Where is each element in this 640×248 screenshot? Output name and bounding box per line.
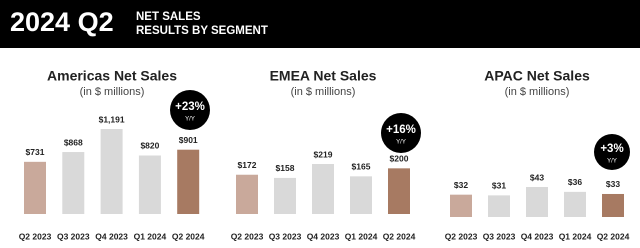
- bar: [100, 129, 123, 214]
- badge-sub: Y/Y: [396, 140, 406, 146]
- header-line: NET SALES: [136, 11, 201, 23]
- value-label: $820: [140, 141, 159, 151]
- value-label: $31: [492, 181, 506, 191]
- value-label: $200: [390, 154, 409, 164]
- chart-title: EMEA Net Sales: [270, 68, 377, 84]
- x-tick-label: Q1 2024: [134, 231, 167, 241]
- value-label: $901: [179, 135, 198, 145]
- bar: [274, 177, 296, 214]
- chart-title: Americas Net Sales: [47, 68, 177, 84]
- chart-title: APAC Net Sales: [484, 68, 590, 84]
- badge: [170, 90, 210, 130]
- bar: [388, 168, 410, 214]
- header-band: [0, 0, 640, 48]
- badge-text: +3%: [600, 143, 623, 155]
- badge-sub: Y/Y: [185, 117, 195, 123]
- x-tick-label: Q3 2023: [483, 231, 516, 241]
- value-label: $158: [276, 163, 295, 173]
- bar: [564, 191, 586, 217]
- header-line: RESULTS BY SEGMENT: [136, 25, 268, 37]
- x-tick-label: Q4 2023: [521, 231, 554, 241]
- bar: [177, 149, 200, 214]
- badge-text: +16%: [386, 124, 416, 136]
- bar: [138, 155, 161, 214]
- x-tick-label: Q2 2023: [445, 231, 478, 241]
- chart-subtitle: (in $ millions): [291, 86, 356, 98]
- bar: [312, 164, 334, 214]
- value-label: $33: [606, 179, 620, 189]
- badge: [594, 134, 630, 170]
- value-label: $36: [568, 177, 582, 187]
- value-label: $43: [530, 172, 544, 182]
- value-label: $219: [314, 149, 333, 159]
- x-tick-label: Q4 2023: [307, 231, 340, 241]
- x-tick-label: Q3 2023: [269, 231, 302, 241]
- bar: [236, 174, 258, 214]
- x-tick-label: Q1 2024: [345, 231, 378, 241]
- chart-subtitle: (in $ millions): [505, 86, 570, 98]
- badge-sub: Y/Y: [607, 159, 617, 165]
- x-tick-label: Q2 2023: [19, 231, 52, 241]
- x-tick-label: Q2 2023: [231, 231, 264, 241]
- badge-text: +23%: [175, 101, 205, 113]
- bar: [62, 152, 85, 214]
- value-label: $868: [64, 137, 83, 147]
- value-label: $172: [238, 160, 257, 170]
- value-label: $1,191: [99, 114, 125, 124]
- bar: [526, 187, 548, 217]
- x-tick-label: Q2 2024: [383, 231, 416, 241]
- value-label: $165: [352, 162, 371, 172]
- badge: [381, 113, 421, 153]
- bar: [450, 194, 472, 217]
- bar: [24, 161, 46, 214]
- bar: [488, 195, 510, 217]
- header-title: 2024 Q2: [10, 7, 114, 37]
- x-tick-label: Q2 2024: [597, 231, 630, 241]
- value-label: $32: [454, 180, 468, 190]
- x-tick-label: Q1 2024: [559, 231, 592, 241]
- x-tick-label: Q3 2023: [57, 231, 90, 241]
- chart-subtitle: (in $ millions): [80, 86, 145, 98]
- value-label: $731: [26, 147, 45, 157]
- x-tick-label: Q2 2024: [172, 231, 205, 241]
- x-tick-label: Q4 2023: [95, 231, 128, 241]
- bar: [602, 193, 624, 217]
- bar: [350, 176, 372, 214]
